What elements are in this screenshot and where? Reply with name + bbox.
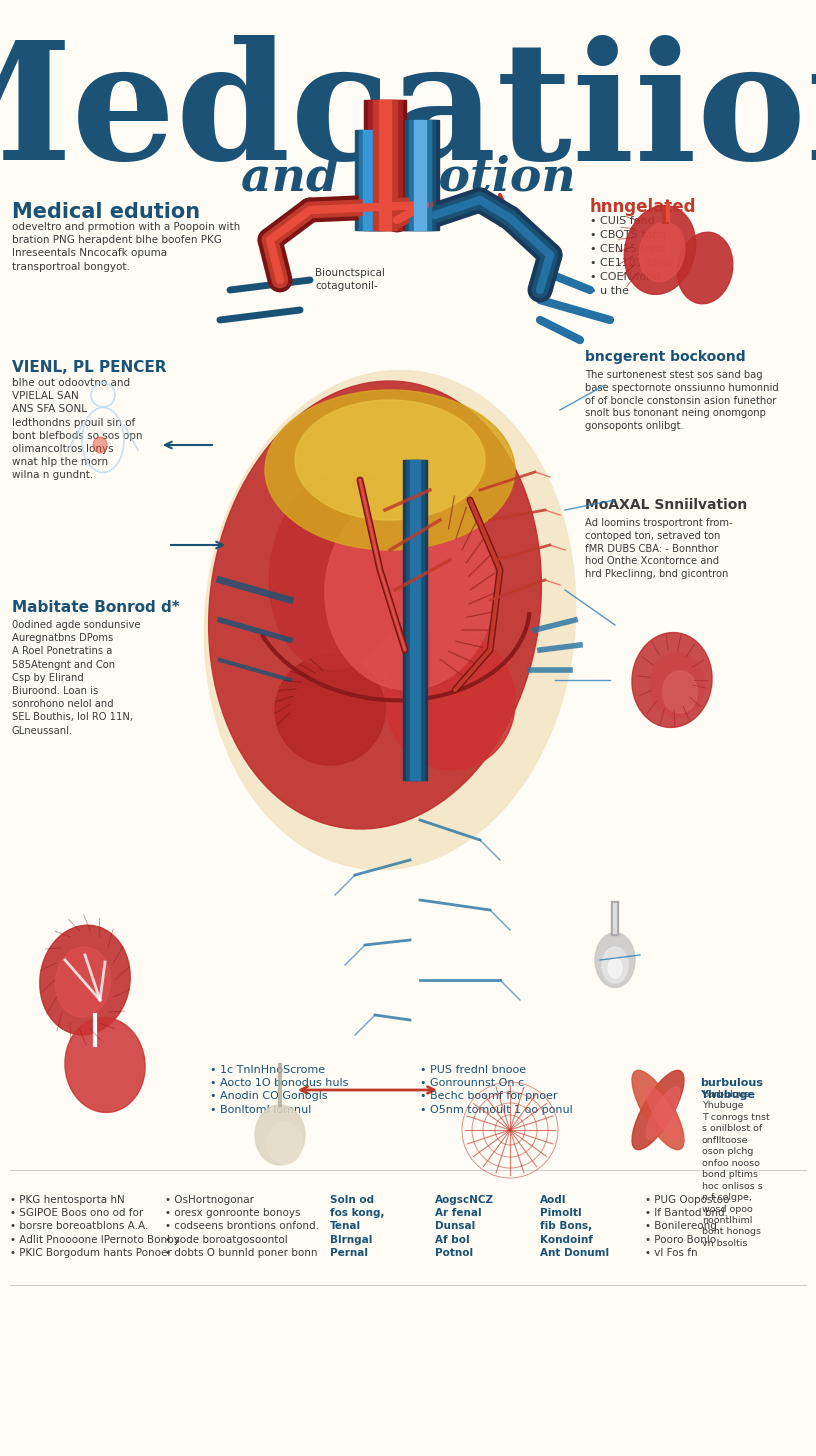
Ellipse shape: [269, 470, 410, 670]
Text: • CEN15 fond: • CEN15 fond: [590, 245, 666, 253]
Ellipse shape: [632, 1070, 684, 1150]
Ellipse shape: [40, 925, 131, 1035]
Text: • PKG hentosporta hN
• SGIPOE Boos ono od for
• borsre boreoatblons A.A.
• Adlit: • PKG hentosporta hN • SGIPOE Boos ono o…: [10, 1195, 180, 1258]
Bar: [405, 119, 435, 230]
Text: • u the: • u the: [590, 285, 629, 296]
Bar: [373, 100, 397, 230]
Ellipse shape: [275, 655, 385, 764]
Text: burbulous
Yhubuge: burbulous Yhubuge: [700, 1077, 763, 1099]
Ellipse shape: [646, 1086, 680, 1140]
Text: Medical edution: Medical edution: [12, 202, 200, 221]
Text: odeveltro and prmotion with a Poopoin with
bration PNG herapdent blhe boofen PKG: odeveltro and prmotion with a Poopoin wi…: [12, 221, 240, 272]
Text: Mabitate Bonrod d*: Mabitate Bonrod d*: [12, 600, 180, 614]
Bar: [406, 460, 424, 780]
Text: and pmotion: and pmotion: [241, 154, 575, 201]
Bar: [414, 119, 426, 230]
Ellipse shape: [268, 1123, 303, 1163]
Text: VIENL, PL PENCER: VIENL, PL PENCER: [12, 360, 166, 376]
Text: • COEN fond: • COEN fond: [590, 272, 660, 282]
Ellipse shape: [255, 1105, 305, 1165]
Text: • 1c TnlnHnoScrome
• Aocto 1O bonodus huls
• Anodin CO Gonogls
• Bonltoml lomnul: • 1c TnlnHnoScrome • Aocto 1O bonodus hu…: [210, 1064, 348, 1115]
Ellipse shape: [325, 491, 495, 690]
Bar: [363, 130, 377, 230]
Bar: [409, 119, 431, 230]
Ellipse shape: [65, 1018, 145, 1112]
Ellipse shape: [295, 400, 485, 520]
Ellipse shape: [646, 1086, 680, 1140]
Text: • PUG Oopostoo
• lf Bantod bnd.
• Bonilereong
• Pooro Bonlo
• vl Fos fn: • PUG Oopostoo • lf Bantod bnd. • Bonile…: [645, 1195, 730, 1258]
Text: AodI
Pimoltl
fib Bons,
Kondoinf
Ant Donuml: AodI Pimoltl fib Bons, Kondoinf Ant Donu…: [540, 1195, 609, 1258]
Text: • CBOTS fond: • CBOTS fond: [590, 230, 666, 240]
Text: Medcatiion: Medcatiion: [0, 35, 816, 195]
Ellipse shape: [385, 630, 515, 770]
Ellipse shape: [93, 437, 107, 453]
Bar: [368, 100, 402, 230]
Text: • PUS frednl bnooe
• Gonrounnst On c
• Bechc boomf for pnoer
• O5nm tomoult 1 oo: • PUS frednl bnooe • Gonrounnst On c • B…: [420, 1064, 573, 1115]
Ellipse shape: [650, 652, 704, 718]
Text: blhe out odoovtno and
VPIELAL SAN
ANS SFA SONL
ledthondns prouil sin of
bont ble: blhe out odoovtno and VPIELAL SAN ANS SF…: [12, 379, 143, 480]
Text: Ad Ioomins trosportront from-
contoped ton, setraved ton
fMR DUBS CBA: - Bonntho: Ad Ioomins trosportront from- contoped t…: [585, 518, 733, 579]
Ellipse shape: [602, 946, 628, 983]
Bar: [355, 130, 385, 230]
Text: MoAXAL Snniilvation: MoAXAL Snniilvation: [585, 498, 747, 513]
Ellipse shape: [209, 381, 541, 828]
Text: Soln od
fos kong,
Tenal
Blrngal
Pernal: Soln od fos kong, Tenal Blrngal Pernal: [330, 1195, 384, 1258]
Text: • OsHortnogonar
• oresx gonroonte bonoys
• codseens brontions onfond.
• sode bor: • OsHortnogonar • oresx gonroonte bonoys…: [165, 1195, 319, 1258]
Ellipse shape: [55, 946, 110, 1016]
Bar: [410, 460, 420, 780]
Bar: [364, 100, 406, 230]
Ellipse shape: [624, 205, 696, 294]
Text: • CUIS fond: • CUIS fond: [590, 215, 654, 226]
Bar: [403, 460, 427, 780]
Text: • CE1101 fond: • CE1101 fond: [590, 258, 672, 268]
Ellipse shape: [632, 632, 712, 728]
Bar: [359, 130, 381, 230]
Text: 0odined agde sondunsive
Auregnatbns DPoms
A Roel Ponetratins a
585Atengnt and Co: 0odined agde sondunsive Auregnatbns DPom…: [12, 620, 140, 735]
Ellipse shape: [595, 932, 635, 987]
Text: AogscNCZ
Ar fenal
Dunsal
Af bol
Potnol: AogscNCZ Ar fenal Dunsal Af bol Potnol: [435, 1195, 494, 1258]
Ellipse shape: [639, 223, 685, 281]
Ellipse shape: [663, 671, 698, 713]
Bar: [379, 100, 391, 230]
Ellipse shape: [205, 370, 575, 869]
Text: burbulous
Yhubuge
T conrogs tnst
s onilblost of
onflltoose
oson plchg
onfoo noos: burbulous Yhubuge T conrogs tnst s onilb…: [702, 1091, 769, 1248]
Bar: [401, 119, 439, 230]
Text: bncgerent bockoond: bncgerent bockoond: [585, 349, 746, 364]
Ellipse shape: [632, 1070, 684, 1150]
Text: The surtonenest stest sos sand bag
base spectornote onssiunno humonnid
of of bon: The surtonenest stest sos sand bag base …: [585, 370, 778, 431]
Ellipse shape: [265, 390, 515, 550]
Ellipse shape: [608, 958, 622, 978]
Text: Biounctspical
cotagutonil-: Biounctspical cotagutonil-: [315, 268, 385, 291]
Text: hnngelated: hnngelated: [590, 198, 697, 215]
Ellipse shape: [677, 232, 733, 304]
